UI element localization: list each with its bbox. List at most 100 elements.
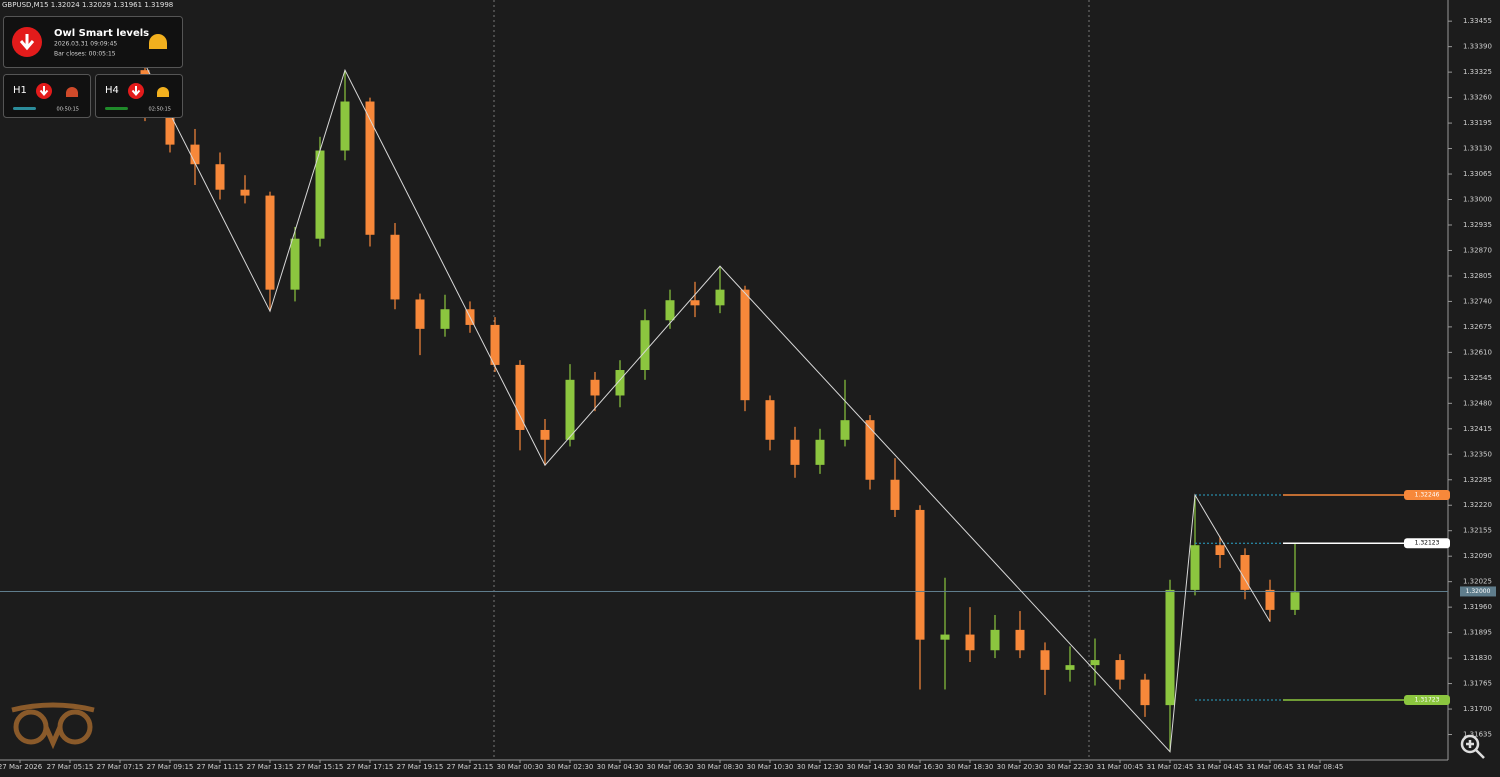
zoom-lens[interactable] xyxy=(1460,734,1480,754)
y-tick-label: 1.33000 xyxy=(1463,196,1492,204)
candle-body xyxy=(890,479,900,510)
candle-body xyxy=(490,324,500,365)
x-tick-label: 31 Mar 06:45 xyxy=(1247,763,1294,771)
candle-body xyxy=(390,234,400,300)
x-tick-label: 30 Mar 14:30 xyxy=(847,763,894,771)
x-tick-label: 30 Mar 16:30 xyxy=(897,763,944,771)
candle-body xyxy=(740,289,750,401)
price-tag xyxy=(1404,695,1450,706)
x-tick-label: 30 Mar 08:30 xyxy=(697,763,744,771)
y-tick-label: 1.33260 xyxy=(1463,94,1492,102)
x-tick-label: 30 Mar 18:30 xyxy=(947,763,994,771)
x-tick-label: 30 Mar 06:30 xyxy=(647,763,694,771)
candle-body xyxy=(1090,660,1100,666)
zoom-handle[interactable] xyxy=(1466,740,1485,759)
y-tick-label: 1.33390 xyxy=(1463,43,1492,51)
price-tag xyxy=(1404,538,1450,549)
x-tick-label: 31 Mar 00:45 xyxy=(1097,763,1144,771)
candle-body xyxy=(1065,665,1075,670)
x-tick-label: 31 Mar 04:45 xyxy=(1197,763,1244,771)
y-tick-label: 1.31700 xyxy=(1463,705,1492,713)
price-tag-label: 1.32246 xyxy=(1415,492,1440,499)
x-tick-label: 27 Mar 11:15 xyxy=(197,763,244,771)
candle-body xyxy=(690,300,700,306)
y-tick-label: 1.32415 xyxy=(1463,425,1492,433)
x-tick-label: 27 Mar 05:15 xyxy=(47,763,94,771)
candle-body xyxy=(815,439,825,465)
x-tick-label: 30 Mar 10:30 xyxy=(747,763,794,771)
alarm-icon xyxy=(66,87,78,97)
y-tick-label: 1.32805 xyxy=(1463,272,1492,280)
zoom-icon[interactable] xyxy=(1460,734,1485,759)
y-tick-label: 1.31830 xyxy=(1463,654,1492,662)
candle-body xyxy=(515,364,525,430)
candle-body xyxy=(940,634,950,640)
x-tick-label: 30 Mar 02:30 xyxy=(547,763,594,771)
y-tick-label: 1.33065 xyxy=(1463,170,1492,178)
y-tick-label: 1.31895 xyxy=(1463,629,1492,637)
alarm-icon xyxy=(157,87,169,97)
candle-body xyxy=(340,101,350,151)
candle-body xyxy=(1190,545,1200,590)
tile-time: 02:50:15 xyxy=(149,107,171,113)
y-tick-label: 1.32220 xyxy=(1463,501,1492,509)
candle-body xyxy=(215,164,225,190)
y-tick-label: 1.32870 xyxy=(1463,246,1492,254)
candle-body xyxy=(990,629,1000,651)
candle-body xyxy=(565,379,575,440)
progress-bar xyxy=(105,107,128,110)
candle-body xyxy=(190,144,200,165)
candle-body xyxy=(1290,592,1300,610)
panel-box xyxy=(3,16,183,68)
x-tick-label: 30 Mar 22:30 xyxy=(1047,763,1094,771)
y-tick-label: 1.32025 xyxy=(1463,578,1492,586)
candle-body xyxy=(865,420,875,480)
candle-body xyxy=(1140,679,1150,706)
y-tick-label: 1.32675 xyxy=(1463,323,1492,331)
y-tick-label: 1.32935 xyxy=(1463,221,1492,229)
candle-body xyxy=(1215,545,1225,556)
tile-time: 00:50:15 xyxy=(57,107,79,113)
candle-body xyxy=(415,299,425,329)
candle-body xyxy=(1240,555,1250,590)
candle-body xyxy=(715,289,725,306)
y-tick-label: 1.33455 xyxy=(1463,17,1492,25)
x-tick-label: 27 Mar 15:15 xyxy=(297,763,344,771)
candle-body xyxy=(790,439,800,465)
candle-body xyxy=(240,189,250,196)
x-tick-label: 27 Mar 19:15 xyxy=(397,763,444,771)
y-tick-label: 1.33325 xyxy=(1463,68,1492,76)
owl-panel: Owl Smart levels 2026.03.31 09:09:45 Bar… xyxy=(3,16,183,118)
candle-body xyxy=(365,101,375,235)
plot: 1.33455 1.33390 1.33325 1.33260 1.33195 1.331… xyxy=(0,17,1496,771)
tile-label: H4 xyxy=(105,85,119,96)
x-tick-label: 27 Mar 09:15 xyxy=(147,763,194,771)
y-tick-label: 1.32740 xyxy=(1463,297,1492,305)
panel-bar-close: Bar closes: 00:05:15 xyxy=(54,51,116,58)
alarm-icon xyxy=(149,34,167,49)
y-tick-label: 1.32090 xyxy=(1463,552,1492,560)
y-tick-label: 1.33130 xyxy=(1463,145,1492,153)
candle-body xyxy=(965,634,975,651)
candle-body xyxy=(440,309,450,329)
candle-body xyxy=(1115,660,1125,680)
y-tick-label: 1.31765 xyxy=(1463,680,1492,688)
x-tick-label: 27 Mar 2026 xyxy=(0,763,43,771)
owl-brow xyxy=(11,702,95,750)
candle-body xyxy=(640,320,650,371)
x-tick-label: 31 Mar 02:45 xyxy=(1147,763,1194,771)
candle-body xyxy=(615,370,625,396)
candle-body xyxy=(665,300,675,321)
y-tick-label: 1.32285 xyxy=(1463,476,1492,484)
symbol-header: GBPUSD,M15 1.32024 1.32029 1.31961 1.319… xyxy=(2,1,173,9)
x-tick-label: 31 Mar 08:45 xyxy=(1297,763,1344,771)
candle-body xyxy=(1015,629,1025,651)
x-tick-label: 30 Mar 20:30 xyxy=(997,763,1044,771)
x-tick-label: 30 Mar 00:30 xyxy=(497,763,544,771)
arrow-down xyxy=(19,34,35,51)
zigzag-line xyxy=(144,64,1271,753)
arrow-down xyxy=(39,86,49,97)
